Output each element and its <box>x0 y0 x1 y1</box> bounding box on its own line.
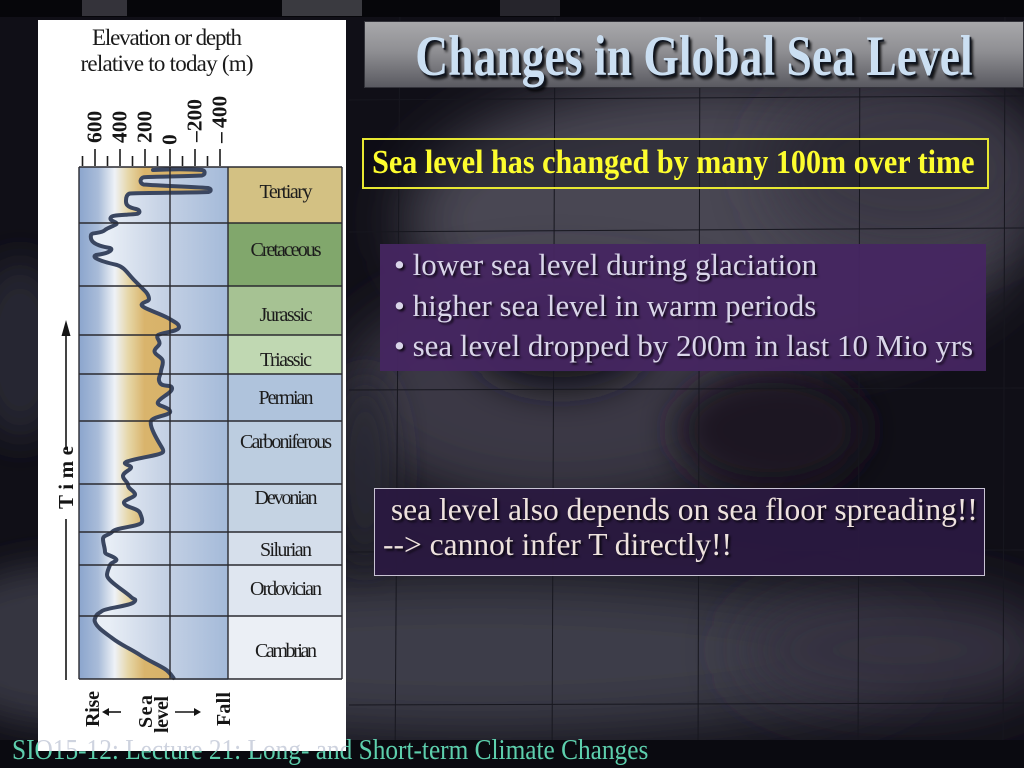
svg-text:Carboniferous: Carboniferous <box>240 431 332 453</box>
svg-text:– 400: – 400 <box>208 96 232 144</box>
svg-text:–200: –200 <box>183 99 207 143</box>
svg-text:Elevation or depth: Elevation or depth <box>92 25 243 50</box>
svg-text:Sea: Sea <box>135 695 157 728</box>
svg-text:Triassic: Triassic <box>260 349 312 371</box>
svg-text:Rise: Rise <box>82 691 104 727</box>
svg-text:Cretaceous: Cretaceous <box>251 239 322 261</box>
svg-text:level: level <box>151 696 173 733</box>
svg-text:Permian: Permian <box>259 387 314 409</box>
svg-text:600: 600 <box>83 111 107 143</box>
svg-text:Ordovician: Ordovician <box>250 578 322 600</box>
svg-text:Cambrian: Cambrian <box>255 640 317 662</box>
svg-text:Jurassic: Jurassic <box>260 304 313 326</box>
svg-text:relative to today (m): relative to today (m) <box>81 51 254 76</box>
svg-text:Time: Time <box>54 446 78 509</box>
svg-text:Fall: Fall <box>213 692 235 726</box>
svg-text:400: 400 <box>108 111 132 143</box>
svg-text:200: 200 <box>133 111 157 143</box>
svg-text:Silurian: Silurian <box>260 539 312 561</box>
svg-text:Tertiary: Tertiary <box>260 181 313 203</box>
svg-text:Devonian: Devonian <box>255 487 318 509</box>
svg-text:0: 0 <box>158 134 182 145</box>
